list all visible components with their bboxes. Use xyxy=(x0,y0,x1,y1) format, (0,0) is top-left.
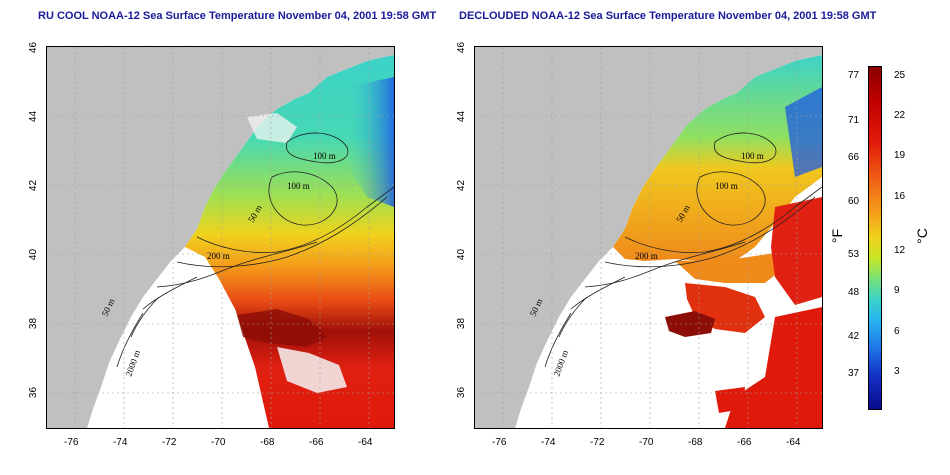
celsius-tick: 16 xyxy=(894,191,906,202)
y-tick-label: 46 xyxy=(28,41,40,54)
x-tick-label: -72 xyxy=(162,437,177,448)
gulf-of-maine-cold xyxy=(785,87,822,177)
celsius-tick: 3 xyxy=(894,366,900,377)
land-mass xyxy=(475,47,822,428)
warm-patch xyxy=(771,197,822,305)
cloud-patch xyxy=(277,347,347,393)
x-tick-label: -68 xyxy=(688,437,703,448)
fahrenheit-tick: 42 xyxy=(848,331,860,342)
fahrenheit-tick: 77 xyxy=(848,70,860,81)
y-tick-label: 44 xyxy=(28,110,40,123)
y-tick-label: 46 xyxy=(456,41,468,54)
contour-label: 200 m xyxy=(207,251,230,261)
warm-patch xyxy=(715,387,745,413)
celsius-tick: 22 xyxy=(894,110,906,121)
graticule xyxy=(47,47,394,428)
celsius-tick: 25 xyxy=(894,70,906,81)
x-tick-label: -74 xyxy=(113,437,128,448)
y-tick-label: 36 xyxy=(28,386,40,399)
isobath-lines xyxy=(544,132,822,368)
fahrenheit-tick: 37 xyxy=(848,368,860,379)
colorbar-gradient xyxy=(869,67,881,409)
celsius-tick: 19 xyxy=(894,150,906,161)
contour-label: 100 m xyxy=(715,181,738,191)
x-tick-label: -76 xyxy=(492,437,507,448)
y-tick-label: 38 xyxy=(28,317,40,330)
fahrenheit-tick: 60 xyxy=(848,196,860,207)
contour-label: 200 m xyxy=(635,251,658,261)
x-tick-label: -68 xyxy=(260,437,275,448)
x-tick-label: -70 xyxy=(211,437,226,448)
y-tick-label: 44 xyxy=(456,110,468,123)
right-map-title: DECLOUDED NOAA-12 Sea Surface Temperatur… xyxy=(459,10,877,22)
sst-field xyxy=(613,55,822,261)
contour-label: 100 m xyxy=(313,151,336,161)
sst-field xyxy=(185,55,394,428)
celsius-tick: 6 xyxy=(894,326,900,337)
x-tick-label: -72 xyxy=(590,437,605,448)
temperature-colorbar xyxy=(868,66,882,410)
gulf-of-maine-cold xyxy=(347,77,394,207)
warm-core-region xyxy=(237,309,327,347)
y-tick-label: 40 xyxy=(456,248,468,261)
fahrenheit-tick: 48 xyxy=(848,287,860,298)
celsius-unit-label: °C xyxy=(913,228,930,244)
x-tick-label: -66 xyxy=(737,437,752,448)
right-sst-map: 100 m 100 m 50 m 200 m 50 m 2000 m xyxy=(474,46,823,429)
contour-label: 100 m xyxy=(741,151,764,161)
fahrenheit-tick: 71 xyxy=(848,115,860,126)
fahrenheit-unit-label: °F xyxy=(829,228,846,244)
y-tick-label: 38 xyxy=(456,317,468,330)
x-tick-label: -70 xyxy=(639,437,654,448)
x-tick-label: -64 xyxy=(358,437,373,448)
y-tick-label: 36 xyxy=(456,386,468,399)
fahrenheit-tick: 53 xyxy=(848,249,860,260)
left-map-canvas: 100 m 100 m 50 m 200 m 50 m 2000 m xyxy=(47,47,394,428)
contour-label: 2000 m xyxy=(123,349,142,378)
y-tick-label: 40 xyxy=(28,248,40,261)
left-map-title: RU COOL NOAA-12 Sea Surface Temperature … xyxy=(38,10,437,22)
right-map-canvas: 100 m 100 m 50 m 200 m 50 m 2000 m xyxy=(475,47,822,428)
graticule xyxy=(475,47,822,428)
celsius-tick: 9 xyxy=(894,285,900,296)
isobath-lines xyxy=(116,132,394,368)
y-tick-label: 42 xyxy=(28,179,40,192)
fahrenheit-tick: 66 xyxy=(848,152,860,163)
left-sst-map: 100 m 100 m 50 m 200 m 50 m 2000 m xyxy=(46,46,395,429)
x-tick-label: -64 xyxy=(786,437,801,448)
cloud-patch xyxy=(247,113,297,143)
x-tick-label: -74 xyxy=(541,437,556,448)
y-tick-label: 42 xyxy=(456,179,468,192)
x-tick-label: -76 xyxy=(64,437,79,448)
contour-label: 2000 m xyxy=(551,349,570,378)
celsius-tick: 12 xyxy=(894,245,906,256)
land-mass xyxy=(47,47,394,428)
warm-patch xyxy=(725,307,822,428)
x-tick-label: -66 xyxy=(309,437,324,448)
contour-label: 100 m xyxy=(287,181,310,191)
